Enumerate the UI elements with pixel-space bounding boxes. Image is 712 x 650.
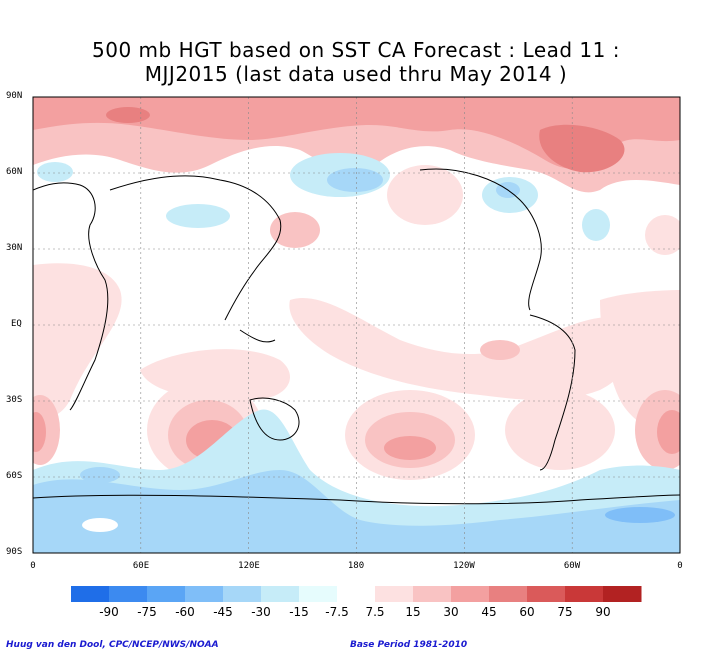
central-asia-negative [166, 204, 230, 228]
lat-label-60n: 60N [6, 167, 23, 177]
colorbar-tick-label: 45 [481, 605, 497, 619]
arctic-max-positive [539, 124, 625, 173]
colorbar-swatch [223, 586, 262, 602]
colorbar-swatch [527, 586, 566, 602]
lon-label-0-east: 0 [677, 561, 683, 571]
colorbar-swatch [489, 586, 528, 602]
map-field [33, 97, 680, 553]
colorbar-swatch [603, 586, 642, 602]
north-atlantic-negative [582, 209, 610, 241]
colorbar-swatch [299, 586, 338, 602]
africa-coast [33, 182, 109, 411]
europe-negative [37, 162, 73, 182]
antarctic-indian-negative-core [80, 467, 120, 483]
colorbar-tick-label: 15 [405, 605, 421, 619]
colorbar-swatch [413, 586, 452, 602]
lat-label-90n: 90N [6, 91, 23, 101]
colorbar [71, 586, 642, 602]
colorbar-tick-label: -30 [251, 605, 271, 619]
colorbar-swatch [109, 586, 148, 602]
colorbar-swatch [375, 586, 414, 602]
colorbar-tick-label: 30 [443, 605, 459, 619]
lon-label-180: 180 [347, 561, 365, 571]
map-title-line-2: MJJ2015 (last data used thru May 2014 ) [144, 62, 568, 86]
lat-label-30n: 30N [6, 243, 23, 253]
coastlines [33, 168, 680, 505]
colorbar-swatch [451, 586, 490, 602]
east-pacific-positive-core [480, 340, 520, 360]
colorbar-tick-label: 90 [595, 605, 611, 619]
colorbar-swatch [71, 586, 110, 602]
lat-label-30s: 30S [6, 395, 23, 405]
weddell-negative-core [605, 507, 675, 523]
lon-label-120w: 120W [453, 561, 475, 571]
colorbar-tick-label: 7.5 [365, 605, 385, 619]
colorbar-swatch [261, 586, 300, 602]
colorbar-swatch [565, 586, 604, 602]
asia-coast [109, 175, 282, 321]
colorbar-tick-label: 75 [557, 605, 573, 619]
south-atlantic-positive-core [657, 410, 680, 454]
colorbar-tick-label: -75 [137, 605, 157, 619]
arctic-strong-positive [33, 97, 680, 169]
south-pacific-positive-core [384, 436, 436, 460]
map-title-line-1: 500 mb HGT based on SST CA Forecast : Le… [92, 38, 620, 62]
west-edge-positive-core [33, 412, 46, 452]
lon-label-60w: 60W [563, 561, 581, 571]
map-frame [32, 96, 681, 554]
graticule [33, 97, 680, 553]
base-period: Base Period 1981-2010 [350, 640, 468, 650]
antarctica-coast [33, 494, 680, 505]
indonesia-coast [239, 329, 276, 343]
antarctic-negative-core [33, 470, 680, 553]
gulf-of-alaska-positive [387, 165, 463, 225]
colorbar-swatch [185, 586, 224, 602]
japan-positive [270, 212, 320, 248]
colorbar-tick-label: -15 [289, 605, 309, 619]
lat-label-90s: 90S [6, 547, 23, 557]
colorbar-tick-label: -45 [213, 605, 233, 619]
northeast-atlantic-positive [645, 215, 680, 255]
colorbar-swatch [337, 586, 376, 602]
author-credit: Huug van den Dool, CPC/NCEP/NWS/NOAA [6, 640, 219, 650]
lon-label-60e: 60E [132, 561, 150, 571]
lon-label-0: 0 [30, 561, 36, 571]
lon-label-120e: 120E [238, 561, 260, 571]
siberia-positive-core [106, 107, 150, 123]
colorbar-tick-label: 60 [519, 605, 535, 619]
antarctic-neutral-pocket [82, 518, 118, 532]
australia-coast [249, 397, 300, 441]
colorbar-tick-label: -60 [175, 605, 195, 619]
south-america-positive [505, 390, 615, 470]
south-america-coast [529, 314, 576, 471]
tropical-positive-band [33, 263, 122, 420]
north-america-coast [419, 168, 542, 311]
lat-label-60s: 60S [6, 471, 23, 481]
north-pacific-negative-core [327, 168, 383, 192]
colorbar-swatch [147, 586, 186, 602]
pacific-positive-band [289, 298, 634, 400]
lat-label-eq: EQ [11, 319, 22, 329]
colorbar-tick-label: -90 [99, 605, 119, 619]
colorbar-tick-label: -7.5 [325, 605, 349, 619]
